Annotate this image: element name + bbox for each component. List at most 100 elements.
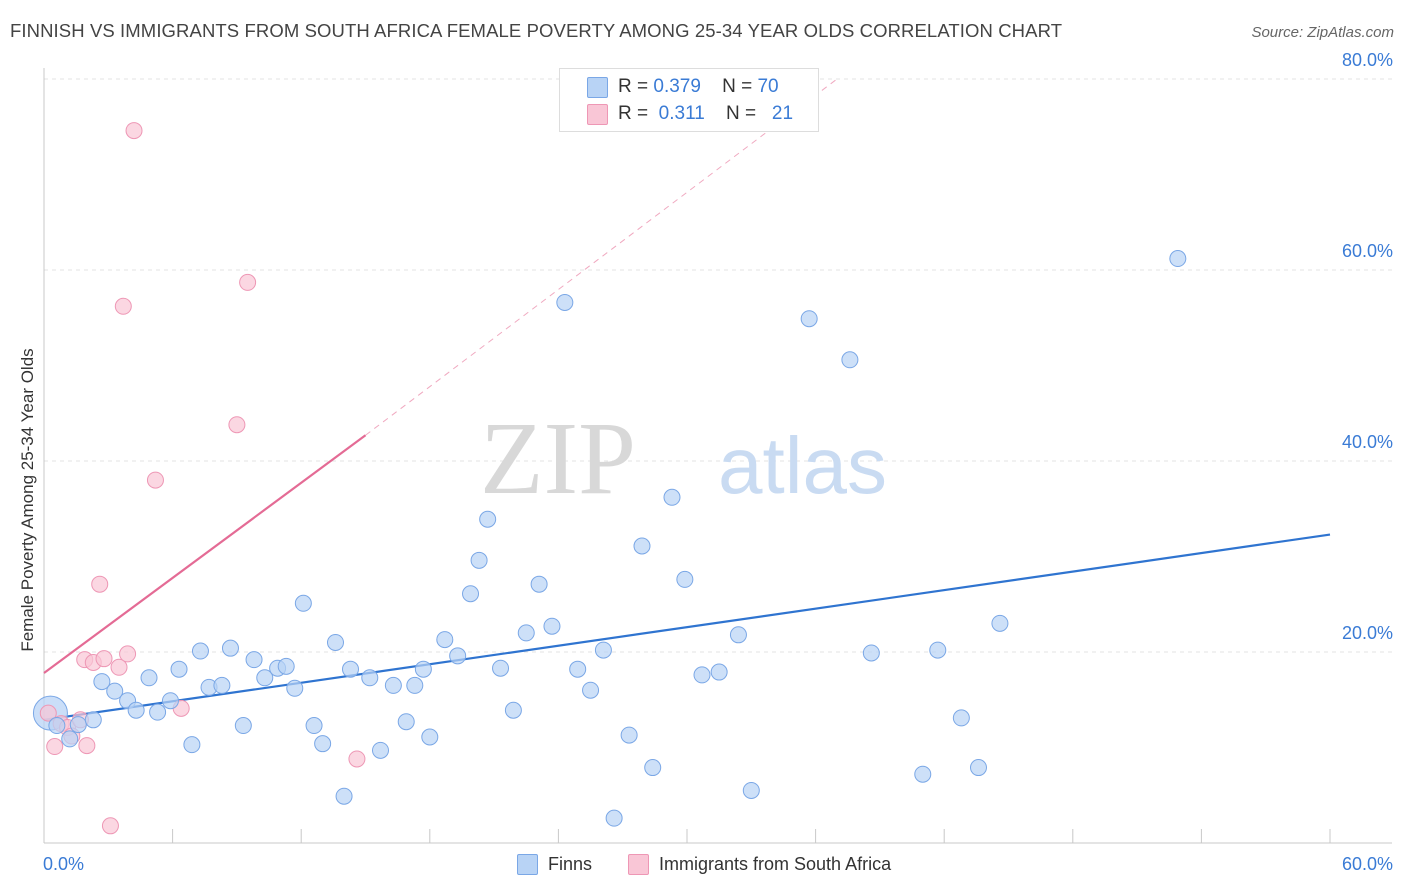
finns-point [742, 781, 760, 799]
finns-point [543, 617, 561, 635]
immigrants-trend-line [43, 434, 367, 674]
finns-point [372, 741, 390, 759]
finns-trend-line [43, 533, 1331, 721]
grid-layer [44, 78, 1392, 653]
finns-point [305, 717, 323, 735]
y-axis-label: Female Poverty Among 25-34 Year Olds [18, 348, 37, 652]
correlation-legend: R = 0.379 N = 70 R = 0.311 N = 21 [559, 68, 819, 132]
tick-labels: 20.0% 40.0% 60.0% 80.0% 0.0% 60.0% [43, 50, 1393, 874]
finns-point [492, 659, 510, 677]
immigrants-point [228, 416, 246, 434]
finns-point [397, 713, 415, 731]
finns-legend-label: Finns [548, 853, 593, 874]
finns-point [326, 633, 344, 651]
finns-point [556, 293, 574, 311]
finns-point [952, 709, 970, 727]
immigrants-point [39, 704, 57, 722]
finns-point [841, 351, 859, 369]
finns-point [470, 551, 488, 569]
immigrants-point [114, 297, 132, 315]
legend-text-immigrants: R = 0.311 N = 21 [618, 103, 793, 125]
finns-point [582, 681, 600, 699]
x-tick-label: 60.0% [1342, 854, 1393, 874]
finns-point [449, 647, 467, 665]
immigrants-point [101, 817, 119, 835]
y-tick-label: 60.0% [1342, 241, 1393, 261]
n-value-finns: 70 [757, 76, 779, 97]
y-tick-label: 80.0% [1342, 50, 1393, 70]
finns-point [620, 726, 638, 744]
finns-point [929, 641, 947, 659]
finns-point [710, 663, 728, 681]
finns-point [569, 660, 587, 678]
y-tick-label: 20.0% [1342, 623, 1393, 643]
finns-point [213, 676, 231, 694]
r-label: R = [618, 76, 649, 97]
finns-point [106, 682, 124, 700]
finns-point [644, 759, 662, 777]
r-value-finns: 0.379 [653, 76, 701, 97]
finns-point [234, 717, 252, 735]
immigrants-point [119, 645, 137, 663]
immigrants-point [110, 658, 128, 676]
finns-point [314, 735, 332, 753]
finns-point [594, 641, 612, 659]
immigrants-point [146, 471, 164, 489]
immigrants-point [78, 737, 96, 755]
finns-point [517, 624, 535, 642]
finns-point [663, 488, 681, 506]
finns-point [170, 660, 188, 678]
finns-point [633, 537, 651, 555]
watermark: ZIP atlas [480, 401, 887, 516]
x-tick-label: 0.0% [43, 854, 84, 874]
y-tick-label: 40.0% [1342, 432, 1393, 452]
n-label: N = [725, 103, 757, 124]
finns-point [245, 651, 263, 669]
finns-point [436, 631, 454, 649]
finns-point [676, 570, 694, 588]
finns-point [384, 676, 402, 694]
immigrants-point [125, 122, 143, 140]
immigrants-trend-extension [365, 78, 838, 436]
finns-point [605, 809, 623, 827]
finns-point [361, 669, 379, 687]
finns-point [969, 759, 987, 777]
chart-title: FINNISH VS IMMIGRANTS FROM SOUTH AFRICA … [10, 20, 1063, 41]
finns-point [191, 642, 209, 660]
immigrants-point [239, 273, 257, 291]
legend-text-finns: R = 0.379 N = 70 [618, 76, 779, 98]
finns-point [286, 679, 304, 697]
finns-point [140, 669, 158, 687]
immigrants-swatch [587, 103, 608, 125]
bottom-legend-immigrants: Immigrants from South Africa [628, 852, 891, 876]
finns-point [421, 728, 439, 746]
finns-point [221, 639, 239, 657]
n-label: N = [722, 76, 753, 97]
r-label: R = [618, 103, 649, 124]
finns-point [1169, 250, 1187, 268]
finns-point [341, 660, 359, 678]
trend-layer [43, 78, 1331, 721]
immigrants-point [348, 750, 366, 768]
watermark-zip: ZIP [480, 401, 636, 516]
finns-legend-swatch [517, 853, 538, 875]
bottom-legend-finns: Finns [517, 852, 592, 876]
immigrants-point [95, 650, 113, 668]
finns-point [161, 692, 179, 710]
finns-point [294, 594, 312, 612]
finns-point [256, 669, 274, 687]
finns-point [277, 657, 295, 675]
source-label: Source: ZipAtlas.com [1251, 24, 1394, 41]
finns-point [991, 614, 1009, 632]
finns-point [93, 673, 111, 691]
immigrants-legend-swatch [628, 853, 649, 875]
finns-point [127, 701, 145, 719]
finns-point [61, 730, 79, 748]
immigrants-legend-label: Immigrants from South Africa [659, 853, 892, 874]
finns-point [729, 626, 747, 644]
points-layer [32, 122, 1187, 835]
finns-point [862, 644, 880, 662]
finns-point [84, 711, 102, 729]
r-value-immigrants: 0.311 [658, 103, 705, 124]
